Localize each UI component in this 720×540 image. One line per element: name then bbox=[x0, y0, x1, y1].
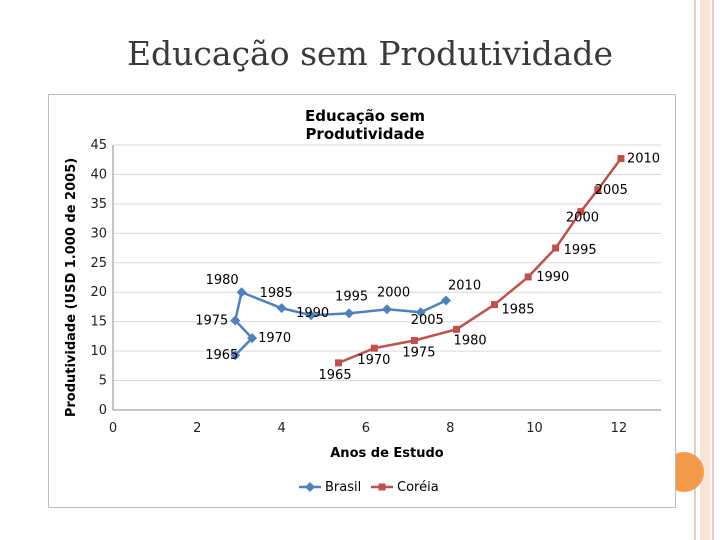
x-tick-label: 6 bbox=[362, 421, 370, 436]
data-label: 1965 bbox=[205, 348, 238, 363]
data-point-square bbox=[594, 186, 602, 194]
data-point-diamond bbox=[344, 308, 355, 319]
data-point-square bbox=[490, 301, 498, 309]
y-tick-label: 20 bbox=[90, 285, 107, 300]
data-point-diamond bbox=[236, 287, 247, 298]
data-label: 2000 bbox=[377, 285, 410, 300]
y-tick-label: 15 bbox=[90, 315, 107, 330]
y-tick-label: 30 bbox=[90, 226, 107, 241]
data-label: 2010 bbox=[448, 278, 481, 293]
data-label: 2000 bbox=[566, 211, 599, 226]
data-point-square bbox=[577, 208, 585, 216]
data-point-diamond bbox=[230, 350, 241, 361]
y-tick-label: 10 bbox=[90, 344, 107, 359]
data-point-diamond bbox=[306, 310, 317, 321]
x-tick-label: 2 bbox=[193, 421, 201, 436]
x-axis-title: Anos de Estudo bbox=[330, 446, 444, 461]
data-point-diamond bbox=[276, 303, 287, 314]
data-point-square bbox=[370, 344, 378, 352]
data-label: 1985 bbox=[501, 303, 534, 318]
data-point-square bbox=[410, 337, 418, 345]
data-label: 1995 bbox=[335, 289, 368, 304]
chart-frame: Educação sem Produtividade 0 5 10 15 20 25 30 3… bbox=[48, 94, 676, 508]
data-point-square bbox=[552, 244, 560, 252]
data-label: 1965 bbox=[319, 368, 352, 383]
data-label: 1990 bbox=[296, 306, 329, 321]
data-label: 2010 bbox=[627, 152, 660, 167]
data-label: 1990 bbox=[536, 270, 569, 285]
slide-border-line bbox=[694, 0, 696, 540]
y-tick-label: 25 bbox=[90, 256, 107, 271]
data-label: 1970 bbox=[258, 331, 291, 346]
data-point-diamond bbox=[415, 307, 426, 318]
x-tick-label: 0 bbox=[109, 421, 117, 436]
data-point-square bbox=[524, 273, 532, 281]
x-tick-label: 8 bbox=[446, 421, 454, 436]
data-label: 1985 bbox=[260, 286, 293, 301]
data-point-diamond bbox=[230, 315, 241, 326]
slide-title: Educação sem Produtividade bbox=[126, 34, 614, 73]
legend-label: Brasil bbox=[325, 480, 361, 495]
data-label: 1975 bbox=[195, 313, 228, 328]
x-tick-label: 4 bbox=[277, 421, 285, 436]
y-tick-label: 35 bbox=[90, 197, 107, 212]
y-tick-label: 5 bbox=[99, 374, 107, 389]
y-tick-label: 40 bbox=[90, 167, 107, 182]
data-label: 2005 bbox=[411, 313, 444, 328]
data-label: 1980 bbox=[454, 333, 487, 348]
x-tick-label: 10 bbox=[526, 421, 543, 436]
chart-title: Educação sem Produtividade bbox=[305, 107, 425, 143]
legend-marker-square bbox=[378, 483, 386, 491]
data-point-square bbox=[617, 155, 625, 163]
data-label: 1995 bbox=[564, 243, 597, 258]
y-tick-label: 0 bbox=[99, 403, 107, 418]
slide-border-line bbox=[712, 0, 714, 540]
chart-plot: 0 5 10 15 20 25 30 35 40 45 0 2 4 6 8 10 12 Anos de Estud… bbox=[64, 138, 661, 495]
data-label: 1970 bbox=[357, 353, 390, 368]
series-line-0 bbox=[233, 290, 447, 357]
data-point-square bbox=[335, 359, 343, 367]
x-tick-label: 12 bbox=[611, 421, 628, 436]
data-label: 2005 bbox=[595, 183, 628, 198]
data-label: 1975 bbox=[402, 346, 435, 361]
slide-border-band bbox=[700, 0, 710, 540]
data-label: 1980 bbox=[206, 273, 239, 288]
legend-label: Coréia bbox=[397, 480, 439, 495]
data-point-square bbox=[453, 325, 461, 333]
legend-marker-diamond bbox=[305, 482, 315, 492]
y-tick-label: 45 bbox=[90, 138, 107, 153]
y-axis-title: Produtividade (USD 1.000 de 2005) bbox=[64, 158, 79, 417]
series-line-1 bbox=[338, 157, 622, 365]
data-point-diamond bbox=[247, 333, 258, 344]
data-point-diamond bbox=[382, 304, 392, 315]
data-point-diamond bbox=[441, 295, 452, 306]
